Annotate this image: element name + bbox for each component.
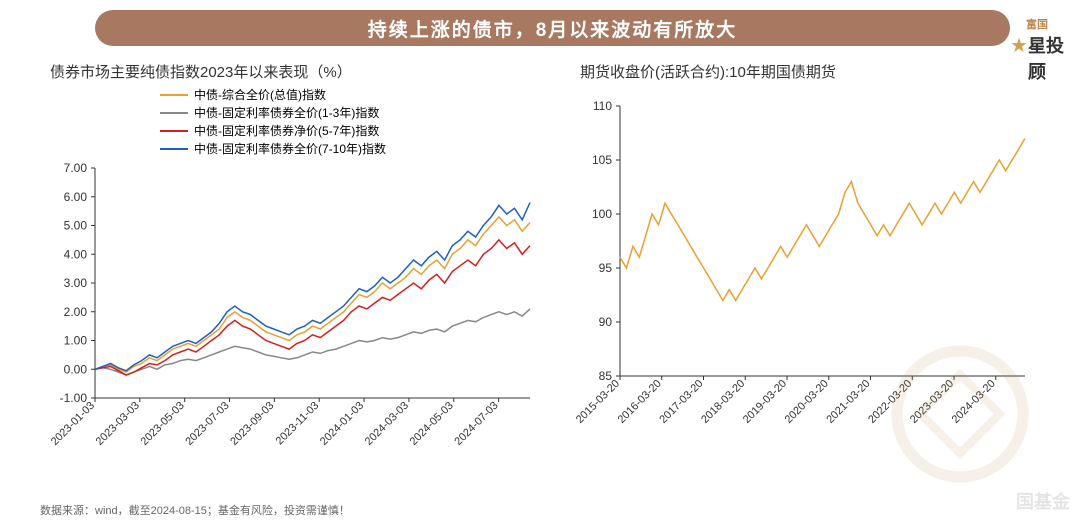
svg-text:2023-11-03: 2023-11-03: [274, 400, 322, 448]
page-title-bar: 持续上涨的债市，8月以来波动有所放大: [95, 10, 1010, 46]
svg-text:2018-03-20: 2018-03-20: [699, 378, 747, 426]
svg-text:3.00: 3.00: [64, 276, 88, 290]
svg-text:2021-03-20: 2021-03-20: [824, 378, 872, 426]
svg-text:2023-01-03: 2023-01-03: [49, 400, 97, 448]
legend-label: 中债-固定利率债券全价(7-10年)指数: [194, 140, 386, 158]
legend-color-swatch: [160, 130, 188, 132]
svg-text:2022-03-20: 2022-03-20: [866, 378, 914, 426]
right-chart-svg: 8590951001051102015-03-202016-03-202017-…: [570, 86, 1040, 471]
svg-text:95: 95: [599, 261, 613, 275]
charts-container: 债券市场主要纯债指数2023年以来表现（%） 中债-综合全价(总值)指数中债-固…: [0, 46, 1080, 488]
svg-text:4.00: 4.00: [64, 247, 88, 261]
svg-text:5.00: 5.00: [64, 219, 88, 233]
svg-text:2024-03-03: 2024-03-03: [363, 400, 411, 448]
legend-item: 中债-固定利率债券全价(1-3年)指数: [160, 104, 540, 122]
svg-text:90: 90: [599, 315, 613, 329]
legend-label: 中债-固定利率债券净价(5-7年)指数: [194, 122, 379, 140]
logo-top-text: 富国: [1002, 16, 1072, 32]
footer-disclaimer: 数据来源：wind，截至2024-08-15；基金有风险，投资需谨慎！: [40, 502, 350, 518]
right-chart-title: 期货收盘价(活跃合约):10年期国债期货: [570, 61, 1040, 82]
svg-text:2023-03-03: 2023-03-03: [94, 400, 142, 448]
star-icon: ★: [1010, 35, 1028, 57]
svg-text:7.00: 7.00: [64, 161, 88, 175]
svg-text:2024-07-03: 2024-07-03: [452, 400, 500, 448]
svg-text:0.00: 0.00: [64, 362, 88, 376]
legend-label: 中债-固定利率债券全价(1-3年)指数: [194, 104, 379, 122]
svg-text:1.00: 1.00: [64, 334, 88, 348]
legend-color-swatch: [160, 94, 188, 96]
svg-text:2023-03-20: 2023-03-20: [908, 378, 956, 426]
svg-text:2.00: 2.00: [64, 305, 88, 319]
svg-text:2019-03-20: 2019-03-20: [741, 378, 789, 426]
svg-text:105: 105: [592, 153, 612, 167]
legend-label: 中债-综合全价(总值)指数: [194, 86, 326, 104]
legend-item: 中债-固定利率债券全价(7-10年)指数: [160, 140, 540, 158]
svg-text:2023-09-03: 2023-09-03: [228, 400, 276, 448]
svg-text:2024-05-03: 2024-05-03: [408, 400, 456, 448]
svg-text:110: 110: [593, 99, 612, 113]
svg-text:2023-07-03: 2023-07-03: [183, 400, 231, 448]
svg-text:2020-03-20: 2020-03-20: [783, 378, 831, 426]
svg-text:2024-03-20: 2024-03-20: [950, 378, 998, 426]
left-chart-title: 债券市场主要纯债指数2023年以来表现（%）: [40, 61, 540, 82]
svg-text:2024-01-03: 2024-01-03: [318, 400, 366, 448]
legend-color-swatch: [160, 112, 188, 114]
svg-text:2023-05-03: 2023-05-03: [139, 400, 187, 448]
svg-text:2017-03-20: 2017-03-20: [657, 378, 705, 426]
page-title: 持续上涨的债市，8月以来波动有所放大: [368, 15, 738, 42]
legend-item: 中债-综合全价(总值)指数: [160, 86, 540, 104]
watermark-text: 国基金: [1016, 488, 1070, 514]
legend-item: 中债-固定利率债券净价(5-7年)指数: [160, 122, 540, 140]
legend-color-swatch: [160, 148, 188, 150]
svg-text:2016-03-20: 2016-03-20: [616, 378, 664, 426]
svg-text:100: 100: [592, 207, 612, 221]
left-chart-legend: 中债-综合全价(总值)指数中债-固定利率债券全价(1-3年)指数中债-固定利率债…: [40, 86, 540, 158]
left-chart-svg: -1.00 0.00 1.00 2.00 3.00 4.00 5.00 6.00 7.00 202…: [40, 158, 540, 488]
svg-text:-1.00: -1.00: [60, 391, 88, 405]
right-chart: 期货收盘价(活跃合约):10年期国债期货 8590951001051102015…: [570, 61, 1040, 488]
svg-text:2015-03-20: 2015-03-20: [574, 378, 622, 426]
svg-text:6.00: 6.00: [64, 190, 88, 204]
left-chart: 债券市场主要纯债指数2023年以来表现（%） 中债-综合全价(总值)指数中债-固…: [40, 61, 540, 488]
